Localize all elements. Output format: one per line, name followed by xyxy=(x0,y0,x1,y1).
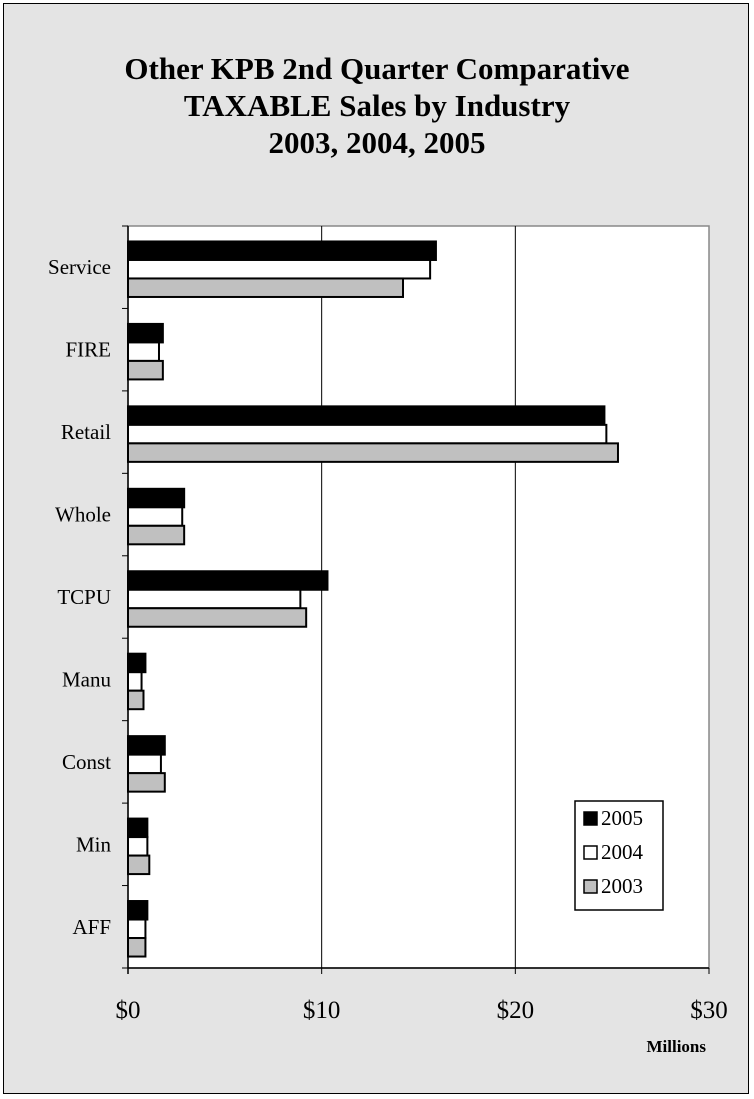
bar-aff-2003 xyxy=(127,937,147,958)
y-tick-label-manu: Manu xyxy=(62,667,111,691)
bar-fire-2003 xyxy=(127,359,164,381)
chart-title-line-1: Other KPB 2nd Quarter Comparative xyxy=(124,51,630,86)
y-tick-label-const: Const xyxy=(62,750,111,774)
x-tick-label-10: $10 xyxy=(303,997,341,1024)
chart-title-line-3: 2003, 2004, 2005 xyxy=(268,125,486,160)
bar-tcpu-2003 xyxy=(127,607,308,628)
bar-manu-2005 xyxy=(127,652,147,674)
bar-service-2003 xyxy=(127,277,405,298)
legend: 2005 2004 2003 xyxy=(574,800,664,911)
bar-min-2004 xyxy=(127,836,149,857)
bar-retail-2005 xyxy=(127,405,606,426)
bar-aff-2004 xyxy=(127,918,147,940)
bar-const-2005 xyxy=(127,735,166,756)
bar-min-2005 xyxy=(127,817,149,839)
legend-swatch-2004 xyxy=(583,845,598,860)
x-tick-label-0: $0 xyxy=(116,997,141,1024)
bar-whole-2005 xyxy=(127,487,186,509)
bar-retail-2003 xyxy=(127,442,619,463)
x-axis-label: Millions xyxy=(646,1037,706,1056)
bar-tcpu-2004 xyxy=(127,588,302,610)
bar-manu-2003 xyxy=(127,689,145,711)
bar-const-2004 xyxy=(127,753,162,775)
bar-fire-2004 xyxy=(127,341,160,362)
legend-label-2003: 2003 xyxy=(601,874,643,898)
y-tick-label-whole: Whole xyxy=(55,503,111,527)
y-tick-label-retail: Retail xyxy=(61,420,111,444)
bar-whole-2003 xyxy=(127,524,186,546)
bar-service-2004 xyxy=(127,258,432,280)
legend-label-2005: 2005 xyxy=(601,806,643,830)
bar-min-2003 xyxy=(127,854,151,876)
x-tick-label-20: $20 xyxy=(497,997,535,1024)
y-tick-label-tcpu: TCPU xyxy=(57,585,111,609)
legend-swatch-2005 xyxy=(583,811,598,826)
y-tick-label-min: Min xyxy=(76,832,112,856)
chart-title: Other KPB 2nd Quarter Comparative TAXABL… xyxy=(0,50,754,161)
bar-tcpu-2005 xyxy=(127,570,329,591)
chart-title-line-2: TAXABLE Sales by Industry xyxy=(183,88,571,123)
bar-retail-2004 xyxy=(127,423,608,445)
bar-whole-2004 xyxy=(127,506,184,527)
bar-const-2003 xyxy=(127,772,166,793)
x-tick-label-30: $30 xyxy=(690,997,728,1024)
bar-aff-2005 xyxy=(127,900,149,921)
y-tick-label-service: Service xyxy=(48,255,111,279)
bar-service-2005 xyxy=(127,240,437,261)
bar-manu-2004 xyxy=(127,671,143,692)
bar-fire-2005 xyxy=(127,322,164,344)
y-tick-label-fire: FIRE xyxy=(65,338,111,362)
y-tick-label-aff: AFF xyxy=(72,915,111,939)
legend-label-2004: 2004 xyxy=(601,840,644,864)
legend-swatch-2003 xyxy=(583,879,598,894)
